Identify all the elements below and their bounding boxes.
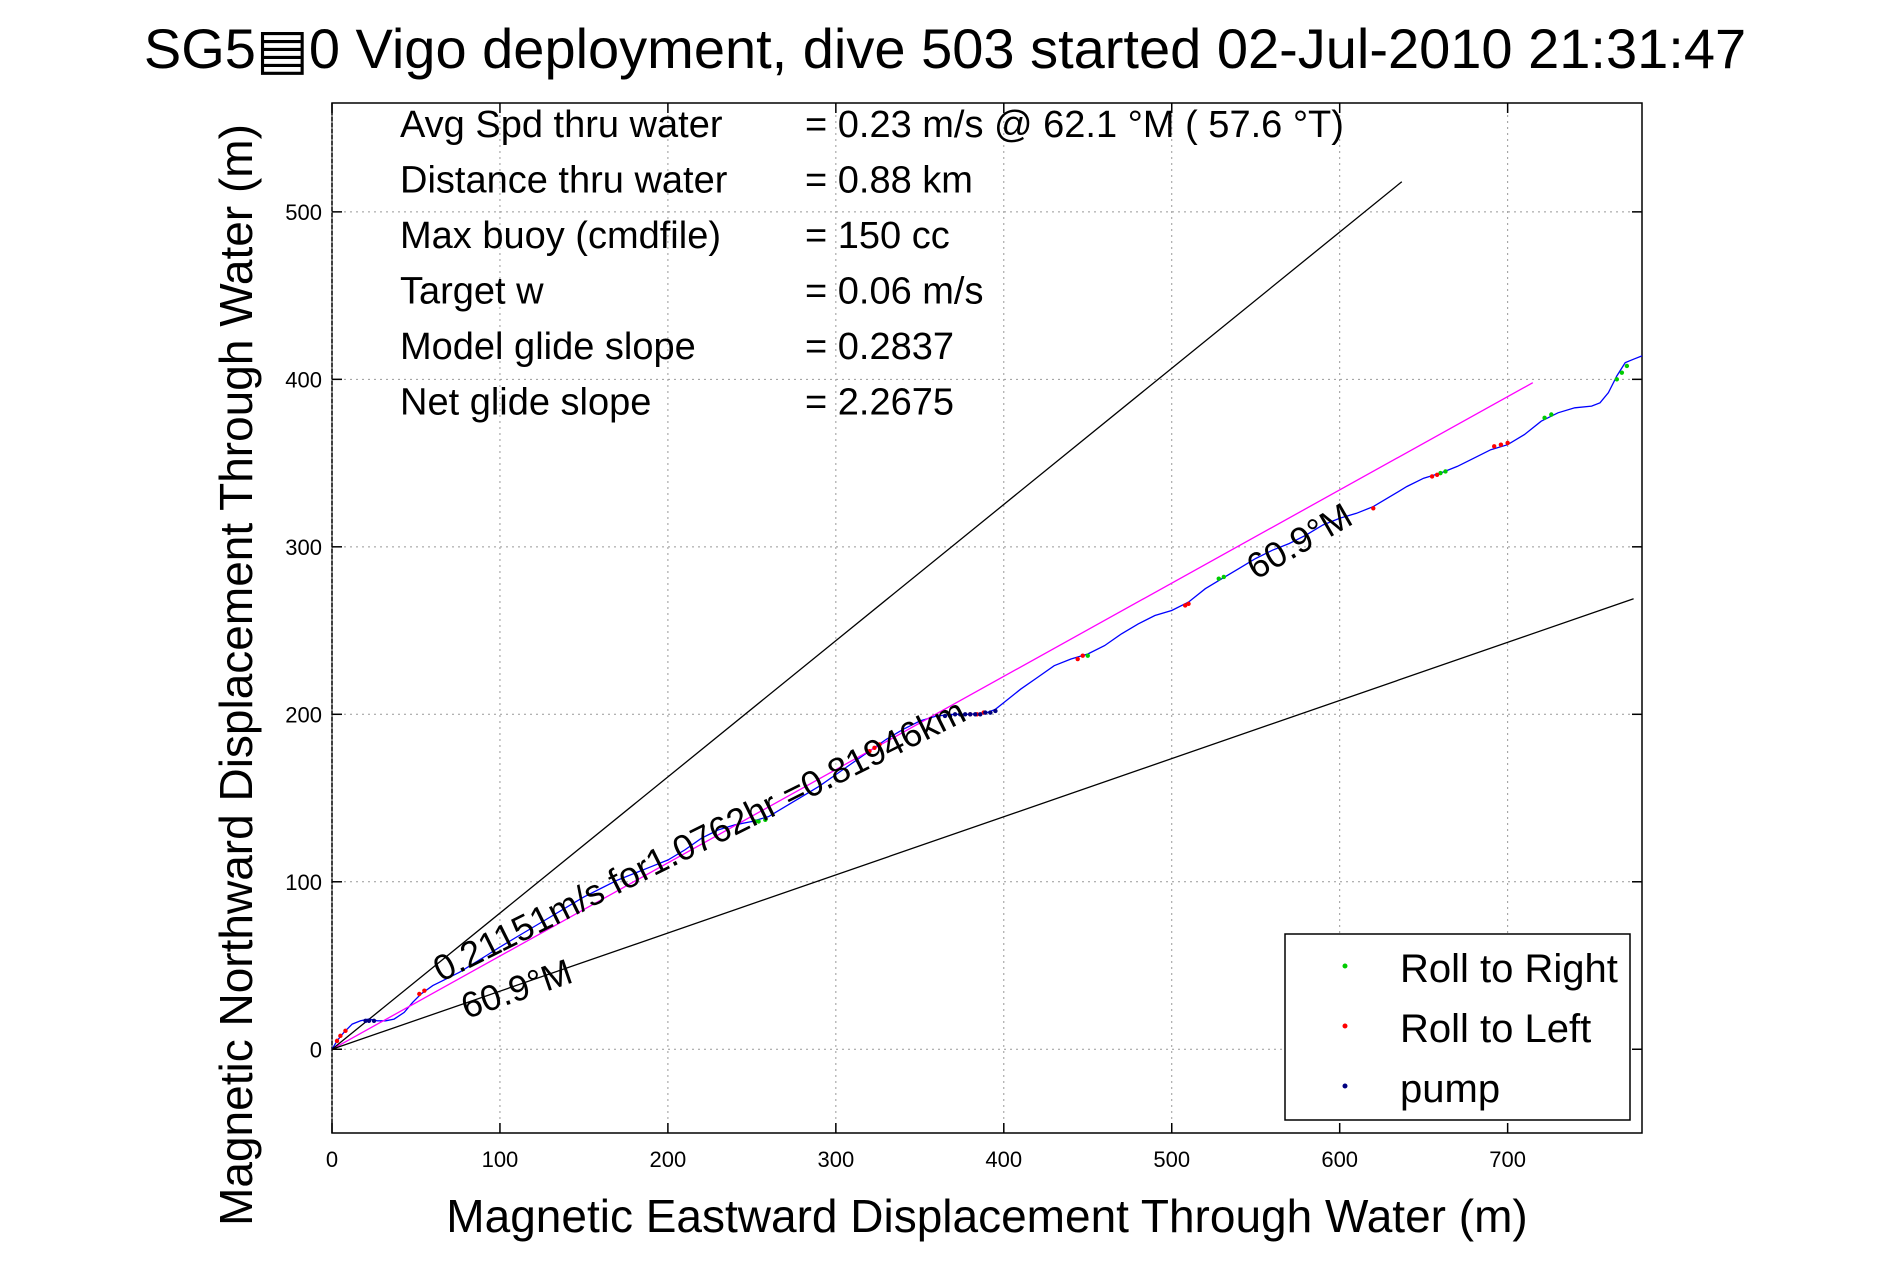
marker-roll-to-right: [1221, 574, 1227, 580]
y-tick-label: 100: [285, 870, 322, 895]
marker-roll-to-right: [763, 817, 768, 823]
x-tick-label: 600: [1321, 1147, 1358, 1172]
info-label: Target w: [400, 271, 544, 313]
marker-roll-to-left: [338, 1033, 343, 1039]
info-label: Max buoy (cmdfile): [400, 215, 721, 257]
info-value: = 0.06 m/s: [805, 271, 983, 313]
marker-roll-to-right: [1542, 415, 1547, 421]
x-tick-label: 0: [326, 1147, 338, 1172]
legend-label: pump: [1400, 1067, 1500, 1111]
marker-pump: [962, 712, 968, 717]
y-tick-label: 300: [285, 535, 322, 560]
marker-roll-to-left: [1186, 601, 1191, 606]
legend-marker: [1342, 1083, 1348, 1089]
marker-roll-to-left: [1080, 653, 1085, 658]
x-tick-label: 300: [817, 1147, 854, 1172]
marker-pump: [952, 712, 958, 717]
marker-pump: [988, 710, 993, 715]
x-tick-label: 700: [1489, 1147, 1526, 1172]
marker-roll-to-left: [1498, 442, 1504, 447]
info-label: Avg Spd thru water: [400, 104, 723, 146]
marker-pump: [968, 712, 973, 717]
marker-pump: [983, 710, 988, 715]
legend-box: [1284, 933, 1631, 1121]
marker-pump: [978, 712, 983, 717]
legend-label: Roll to Left: [1400, 1007, 1591, 1051]
marker-pump: [363, 1018, 368, 1023]
y-tick-label: 200: [285, 702, 322, 727]
marker-roll-to-left: [334, 1038, 340, 1044]
marker-roll-to-right: [1549, 412, 1554, 417]
info-label: Model glide slope: [400, 326, 696, 368]
legend-marker: [1342, 1023, 1348, 1029]
legend-marker: [1342, 963, 1348, 969]
marker-pump: [947, 713, 953, 719]
marker-roll-to-left: [872, 745, 877, 750]
marker-roll-to-left: [417, 991, 422, 997]
legend-label: Roll to Right: [1400, 947, 1618, 991]
legend-entries: Roll to Right Roll to Left pump: [1342, 947, 1618, 1111]
marker-roll-to-right: [756, 819, 761, 824]
chart-title: SG5▤0 Vigo deployment, dive 503 started …: [144, 17, 1746, 80]
info-value: = 2.2675: [805, 382, 954, 424]
marker-roll-to-left: [877, 742, 882, 747]
info-box: Avg Spd thru water = 0.23 m/s @ 62.1 °M (…: [400, 104, 1344, 424]
marker-roll-to-left: [1182, 603, 1188, 608]
y-axis-ticks: 0 100 200 300 400 500: [285, 200, 1642, 1062]
plot-area: 0.21151m/s for1.0762hr =0.81946km60.9°M6…: [331, 102, 1643, 1134]
marker-roll-to-left: [867, 748, 872, 754]
x-tick-label: 400: [985, 1147, 1022, 1172]
x-tick-label: 500: [1153, 1147, 1190, 1172]
marker-roll-to-right: [1216, 576, 1221, 581]
marker-roll-to-right: [753, 819, 758, 824]
marker-roll-to-left: [1434, 472, 1440, 478]
marker-roll-to-left: [1075, 656, 1080, 662]
marker-pump: [366, 1018, 372, 1023]
y-tick-label: 400: [285, 367, 322, 392]
marker-roll-to-right: [1619, 370, 1625, 375]
marker-roll-to-left: [343, 1028, 348, 1034]
x-tick-label: 200: [650, 1147, 687, 1172]
y-axis-label: Magnetic Northward Displacement Through …: [210, 124, 262, 1226]
series-line-bound-upper: [331, 181, 1403, 1050]
x-axis-label: Magnetic Eastward Displacement Through W…: [446, 1190, 1527, 1242]
marker-roll-to-right: [1624, 363, 1630, 369]
marker-roll-to-right: [1614, 377, 1620, 382]
marker-roll-to-right: [1443, 469, 1448, 474]
info-value: = 0.23 m/s @ 62.1 °M ( 57.6 °T): [805, 104, 1344, 146]
x-tick-label: 100: [482, 1147, 519, 1172]
series-line-bound-lower: [331, 598, 1634, 1050]
legend: Roll to Right Roll to Left pump: [1284, 933, 1631, 1121]
marker-pump: [973, 712, 978, 717]
info-value: = 150 cc: [805, 215, 950, 257]
info-value: = 0.88 km: [805, 160, 973, 202]
marker-roll-to-left: [422, 988, 427, 993]
series-line-net-displacement: [331, 382, 1534, 1050]
x-axis-ticks: 0 100 200 300 400 500 600 700: [326, 103, 1526, 1172]
marker-roll-to-right: [1438, 470, 1443, 476]
marker-roll-to-left: [1505, 440, 1510, 446]
info-value: = 0.2837: [805, 326, 954, 368]
series-lines: [331, 181, 1643, 1050]
y-tick-label: 500: [285, 200, 322, 225]
marker-pump: [371, 1018, 377, 1023]
marker-roll-to-right: [1085, 653, 1090, 658]
marker-roll-to-left: [1429, 474, 1435, 479]
marker-pump: [993, 708, 998, 714]
marker-pump: [957, 712, 963, 717]
marker-roll-to-left: [1492, 444, 1497, 449]
marker-roll-to-left: [1371, 506, 1376, 511]
info-label: Distance thru water: [400, 160, 728, 202]
markers-layer: [334, 363, 1630, 1044]
marker-pump: [942, 713, 948, 719]
info-label: Net glide slope: [400, 382, 651, 424]
y-tick-label: 0: [310, 1037, 322, 1062]
